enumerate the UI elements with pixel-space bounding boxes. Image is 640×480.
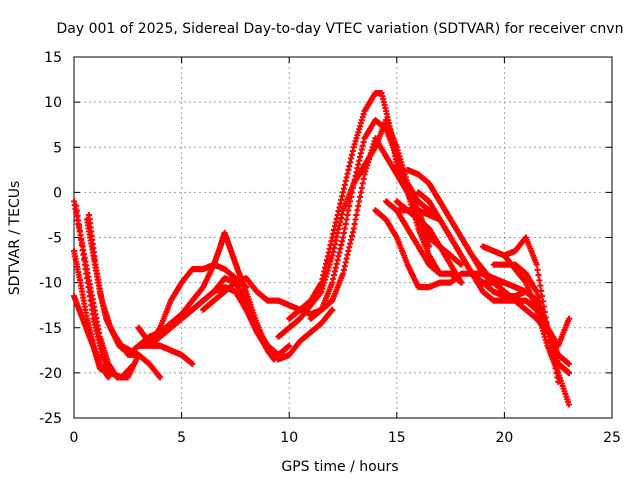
x-tick-label: 25: [603, 430, 621, 446]
x-axis-title: GPS time / hours: [281, 459, 398, 475]
data-point: [131, 360, 138, 367]
x-tick-label: 5: [177, 430, 186, 446]
data-point: [555, 378, 562, 385]
data-point: [534, 266, 541, 273]
tick-labels: 0 5 10 15 20 25 -25 -20 -15 -10 -5 0 5 10 15: [39, 50, 621, 446]
y-tick-label: 5: [53, 140, 62, 156]
data-point: [565, 315, 572, 322]
data-marks: [71, 90, 572, 408]
axes: [73, 56, 613, 419]
data-point: [458, 279, 465, 286]
data-point: [540, 303, 547, 310]
y-axis-title: SDTVAR / TECUs: [7, 181, 23, 296]
data-point: [533, 261, 540, 268]
series-track-4: [71, 293, 112, 381]
y-tick-label: 15: [44, 50, 62, 66]
data-point: [565, 369, 572, 376]
series-track-6: [86, 211, 142, 358]
series-track-8: [135, 261, 250, 349]
y-tick-label: -25: [39, 411, 62, 427]
data-point: [535, 272, 542, 279]
chart-title: Day 001 of 2025, Sidereal Day-to-day VTE…: [57, 21, 624, 37]
series-track-12: [178, 275, 293, 358]
y-tick-label: -15: [39, 321, 62, 337]
x-tick-label: 20: [495, 430, 513, 446]
x-tick-label: 10: [280, 430, 298, 446]
data-point: [565, 360, 572, 367]
series-track-26: [501, 234, 562, 385]
y-tick-label: 0: [53, 185, 62, 201]
x-tick-label: 0: [70, 430, 79, 446]
y-tick-label: -20: [39, 366, 62, 382]
data-point: [105, 374, 112, 381]
data-point: [542, 314, 549, 321]
data-point: [189, 360, 196, 367]
data-point: [543, 319, 550, 326]
data-point: [541, 308, 548, 315]
y-tick-label: 10: [44, 95, 62, 111]
series-track-28: [383, 198, 443, 277]
series-track-10: [135, 351, 164, 381]
series-track-2: [73, 202, 138, 381]
data-point: [538, 287, 545, 294]
data-point: [539, 298, 546, 305]
data-point: [243, 284, 250, 291]
data-point: [157, 374, 164, 381]
data-point: [436, 270, 443, 277]
data-point: [286, 342, 293, 349]
data-point: [536, 277, 543, 284]
y-tick-label: -5: [48, 231, 62, 247]
data-point: [458, 261, 465, 268]
data-point: [329, 306, 336, 313]
data-point: [539, 293, 546, 300]
data-point: [565, 401, 572, 408]
x-tick-label: 15: [388, 430, 406, 446]
y-tick-label: -10: [39, 276, 62, 292]
data-point: [537, 282, 544, 289]
